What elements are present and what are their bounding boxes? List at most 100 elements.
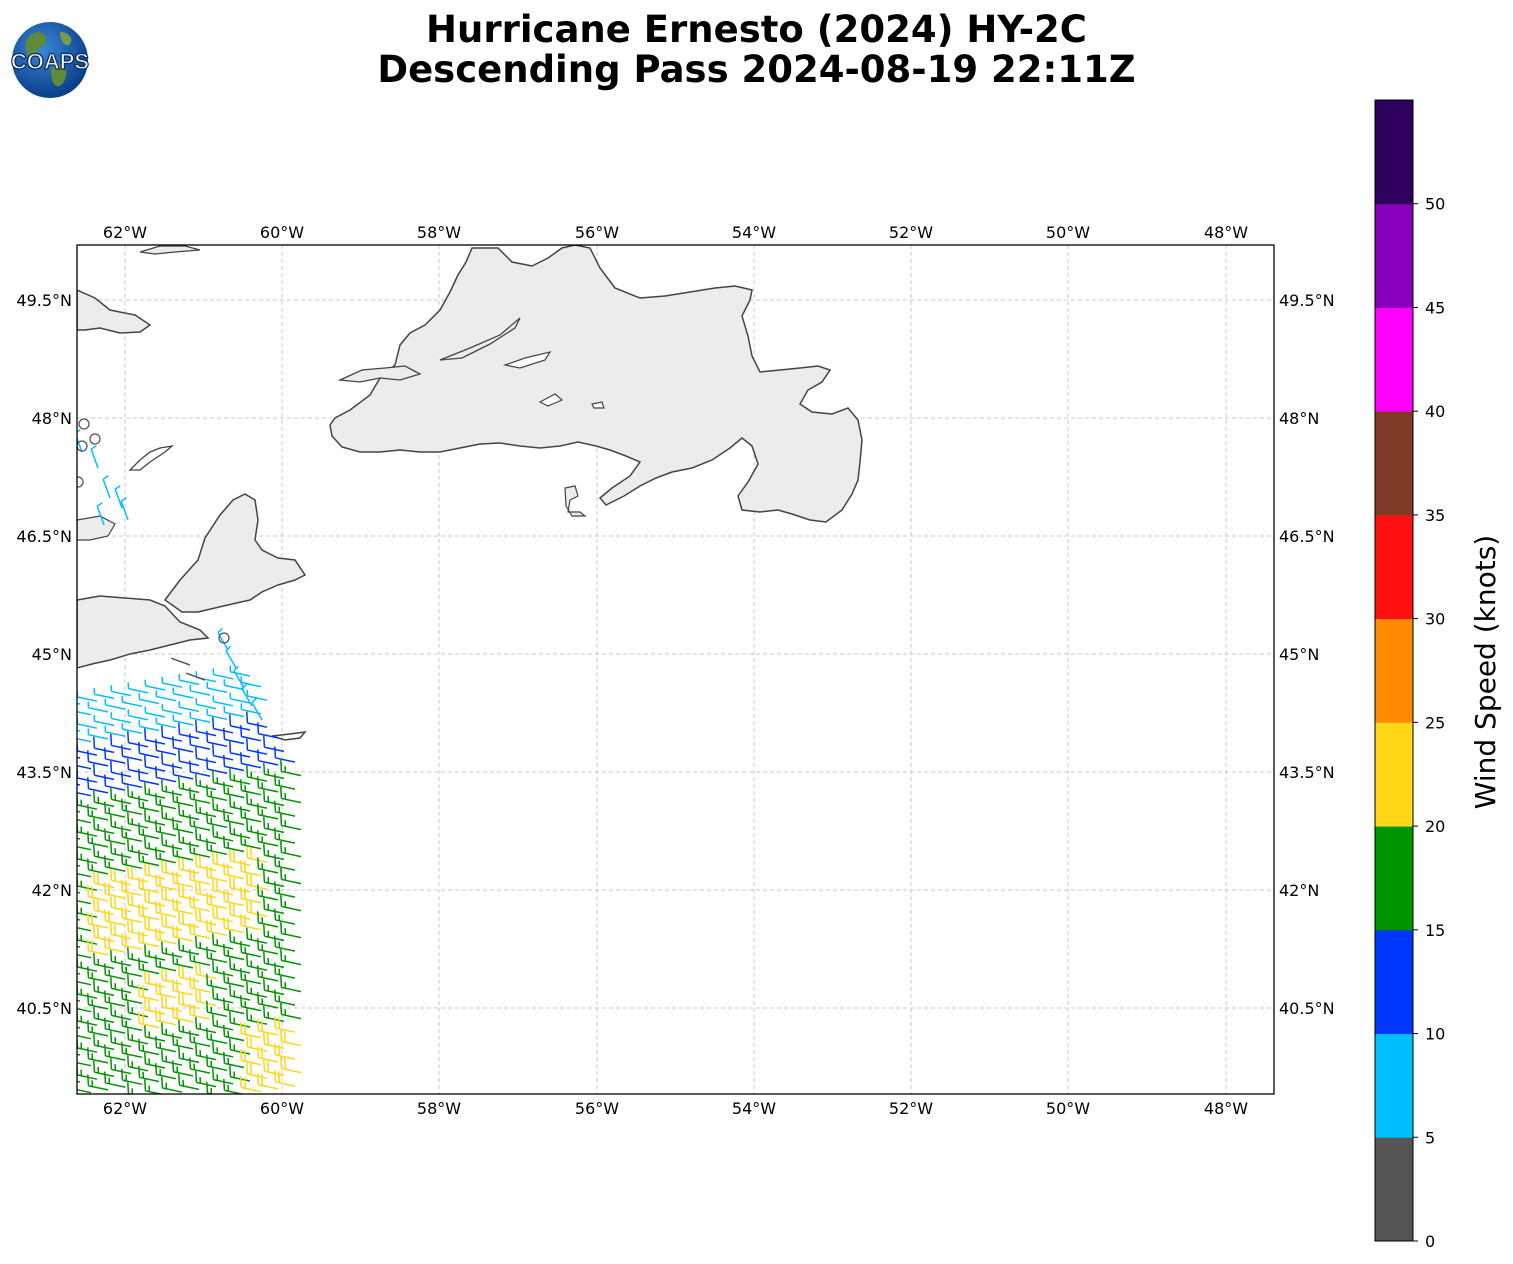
wind-barb [155, 793, 177, 810]
wind-barb [257, 803, 279, 820]
wind-barb [189, 868, 211, 885]
wind-barb [93, 688, 115, 700]
lon-label-top: 52°W [889, 223, 933, 242]
wind-barb [121, 852, 143, 870]
lon-label-top: 48°W [1204, 223, 1248, 242]
wind-barb [223, 970, 245, 988]
wind-barb [223, 754, 245, 772]
wind-barb [114, 485, 123, 509]
wind-barb [240, 676, 262, 688]
lat-label-right: 40.5°N [1279, 999, 1335, 1018]
lon-label-bottom: 54°W [732, 1099, 776, 1118]
wind-barb [240, 725, 262, 742]
wind-barb [172, 925, 194, 942]
lon-label-bottom: 56°W [575, 1099, 619, 1118]
wind-barb [206, 892, 228, 910]
wind-barb [87, 858, 109, 875]
wind-barb [223, 889, 245, 907]
wind-barb [274, 989, 296, 1006]
wind-barb [178, 701, 200, 713]
wind-barb [155, 928, 177, 945]
lat-label-left: 40.5°N [16, 999, 72, 1018]
wind-barb [121, 1068, 143, 1086]
wind-barb [54, 1053, 74, 1069]
title-line-2: Descending Pass 2024-08-19 22:11Z [377, 48, 1136, 91]
wind-barb [206, 946, 228, 964]
wind-barb [257, 1046, 279, 1063]
wind-barb [161, 1076, 183, 1093]
wind-barb [77, 872, 92, 878]
wind-barb [155, 1036, 177, 1053]
wind-barb [54, 972, 74, 988]
lon-label-top: 62°W [103, 223, 147, 242]
lat-label-left: 43.5°N [16, 763, 72, 782]
wind-barb [172, 1060, 194, 1077]
wind-barb [172, 790, 194, 807]
right-latitude-labels: 49.5°N 48°N 46.5°N 45°N 43.5°N 42°N 40.5°N [1279, 291, 1335, 1018]
wind-barb [93, 715, 115, 727]
wind-barb [223, 808, 245, 826]
wind-barb [77, 953, 92, 959]
wind-barb [155, 1009, 177, 1026]
wind-barb [280, 787, 302, 804]
wind-barb [189, 1057, 211, 1074]
wind-barb [138, 984, 160, 1002]
wind-barb [138, 930, 160, 948]
wind-barb [274, 1016, 296, 1033]
wind-barb [172, 1006, 194, 1023]
wind-barb [206, 865, 228, 883]
wind-barb [240, 995, 262, 1012]
colorbar-bin [1375, 307, 1413, 412]
wind-barb [138, 957, 160, 975]
wind-barb [170, 657, 191, 666]
lon-label-top: 50°W [1046, 223, 1090, 242]
wind-barb [77, 710, 92, 716]
wind-barb [257, 1073, 279, 1090]
wind-barb [121, 1014, 143, 1032]
wind-barb [223, 997, 245, 1015]
wind-barb [155, 901, 177, 918]
wind-barb [121, 771, 143, 789]
wind-barb [274, 1070, 296, 1087]
wind-barb [121, 879, 143, 897]
wind-barb [172, 817, 194, 834]
wind-barb [172, 979, 194, 996]
wind-barb [54, 864, 74, 880]
wind-barb [138, 903, 160, 921]
colorbar [1374, 99, 1414, 1242]
left-latitude-labels: 49.5°N 48°N 46.5°N 45°N 43.5°N 42°N 40.5°N [16, 291, 72, 1018]
wind-barb [280, 841, 302, 858]
wind-barb [104, 698, 126, 710]
wind-barb [87, 831, 109, 848]
wind-barb [240, 860, 262, 877]
wind-barb [87, 728, 109, 740]
wind-barb [189, 814, 211, 831]
wind-barb [155, 820, 177, 837]
colorbar-ticks: 0 5 10 15 20 25 30 35 40 45 50 [1413, 195, 1445, 1251]
wind-barb [121, 960, 143, 978]
wind-barb [87, 939, 109, 956]
colorbar-bin [1375, 722, 1413, 827]
wind-barb [189, 895, 211, 912]
wind-barb [240, 1076, 262, 1093]
wind-barb [178, 1073, 200, 1091]
wind-barb [87, 912, 109, 929]
wind-barb [257, 1019, 279, 1036]
calm-wind-marker [77, 440, 88, 452]
wind-barb [172, 1033, 194, 1050]
wind-barb [172, 898, 194, 915]
wind-barb [189, 1030, 211, 1047]
wind-barb [189, 976, 211, 993]
wind-barb [77, 980, 92, 986]
wind-barb [77, 899, 92, 905]
wind-barb [280, 1057, 302, 1074]
lon-label-top: 60°W [260, 223, 304, 242]
wind-barb [257, 749, 279, 766]
wind-barb [206, 1000, 228, 1018]
colorbar-tick-label: 25 [1425, 713, 1445, 732]
wind-barb [257, 965, 279, 982]
wind-barb [212, 668, 234, 680]
wind-barb [280, 949, 302, 966]
wind-barb [172, 952, 194, 969]
